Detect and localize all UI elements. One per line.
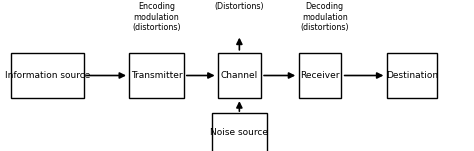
FancyBboxPatch shape	[129, 53, 184, 98]
FancyBboxPatch shape	[11, 53, 84, 98]
Text: Channel: Channel	[221, 71, 258, 80]
Text: Transmitter: Transmitter	[131, 71, 182, 80]
Text: Decoding
modulation
(distortions): Decoding modulation (distortions)	[301, 2, 349, 32]
FancyBboxPatch shape	[212, 113, 266, 151]
FancyBboxPatch shape	[299, 53, 341, 98]
Text: Information source: Information source	[5, 71, 90, 80]
Text: (Distortions): (Distortions)	[215, 2, 264, 11]
Text: Encoding
modulation
(distortions): Encoding modulation (distortions)	[132, 2, 181, 32]
FancyBboxPatch shape	[387, 53, 437, 98]
Text: Receiver: Receiver	[300, 71, 340, 80]
Text: Noise source: Noise source	[210, 128, 268, 137]
FancyBboxPatch shape	[218, 53, 261, 98]
Text: Destination: Destination	[386, 71, 438, 80]
